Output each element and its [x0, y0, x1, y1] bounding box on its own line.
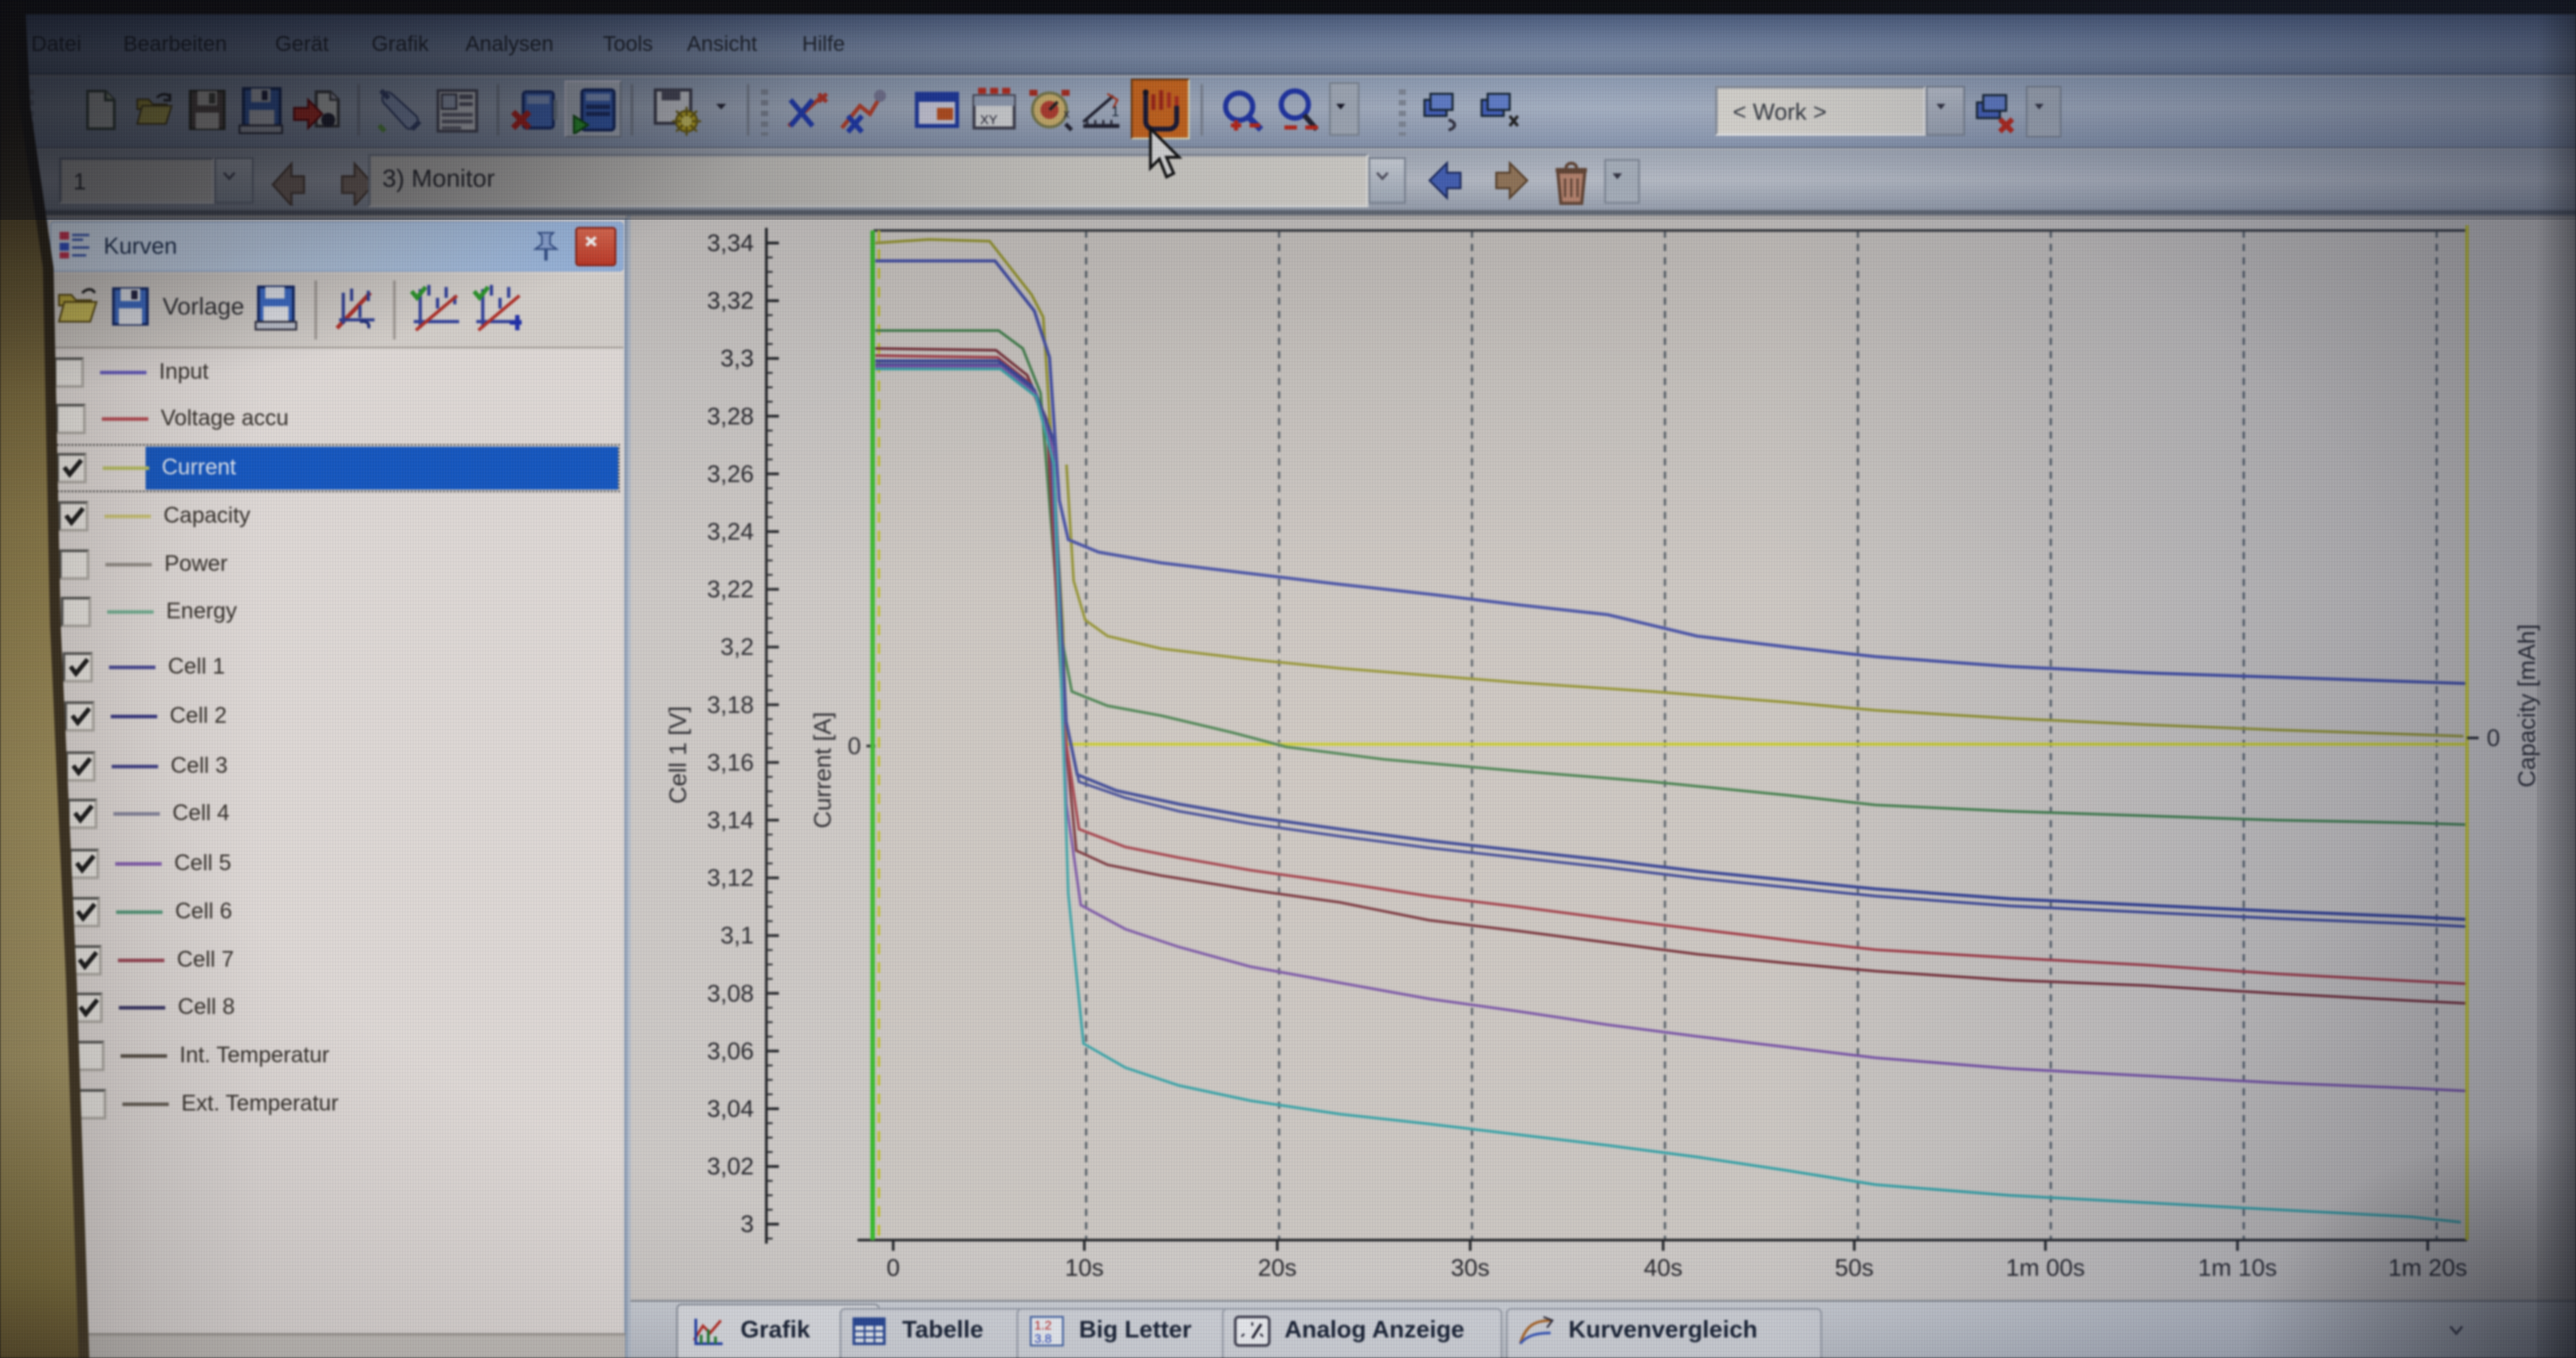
svg-text:10s: 10s: [1065, 1254, 1104, 1281]
svg-text:3,24: 3,24: [707, 518, 754, 545]
svg-text:Current [A]: Current [A]: [809, 712, 836, 829]
svg-text:0: 0: [848, 733, 861, 759]
svg-text:1.2: 1.2: [1034, 1318, 1052, 1332]
svg-text:3,26: 3,26: [707, 460, 754, 487]
svg-text:3,14: 3,14: [707, 807, 754, 834]
svg-text:3,34: 3,34: [707, 230, 754, 256]
svg-text:0: 0: [886, 1254, 899, 1281]
svg-text:1m 00s: 1m 00s: [2006, 1254, 2086, 1281]
svg-text:3,04: 3,04: [707, 1095, 754, 1122]
svg-text:3,1: 3,1: [720, 922, 754, 949]
svg-text:50s: 50s: [1835, 1254, 1874, 1281]
svg-text:40s: 40s: [1643, 1254, 1683, 1281]
svg-text:0: 0: [2487, 725, 2500, 751]
svg-text:3,18: 3,18: [707, 692, 754, 718]
svg-text:3,16: 3,16: [707, 749, 754, 775]
svg-text:3,28: 3,28: [707, 403, 754, 430]
svg-text:3,02: 3,02: [707, 1153, 754, 1180]
svg-text:Capacity [mAh]: Capacity [mAh]: [2513, 624, 2540, 787]
svg-text:1m 20s: 1m 20s: [2388, 1254, 2468, 1281]
svg-text:3,08: 3,08: [707, 980, 754, 1007]
svg-text:3: 3: [740, 1211, 754, 1237]
svg-text:3,22: 3,22: [707, 576, 754, 603]
svg-text:3,06: 3,06: [707, 1037, 754, 1064]
svg-text:3,2: 3,2: [720, 633, 754, 660]
svg-text:3,3: 3,3: [720, 345, 754, 372]
svg-text:1m 10s: 1m 10s: [2198, 1254, 2278, 1281]
svg-text:3.8: 3.8: [1034, 1331, 1052, 1345]
svg-text:30s: 30s: [1451, 1254, 1490, 1281]
svg-text:1: 1: [1111, 105, 1119, 120]
svg-text:3,32: 3,32: [707, 288, 754, 314]
svg-text:3,12: 3,12: [707, 865, 754, 892]
svg-text:XY: XY: [980, 113, 998, 128]
svg-text:x: x: [1064, 107, 1070, 121]
svg-text:20s: 20s: [1258, 1254, 1297, 1281]
svg-text:Cell 1 [V]: Cell 1 [V]: [665, 706, 691, 804]
